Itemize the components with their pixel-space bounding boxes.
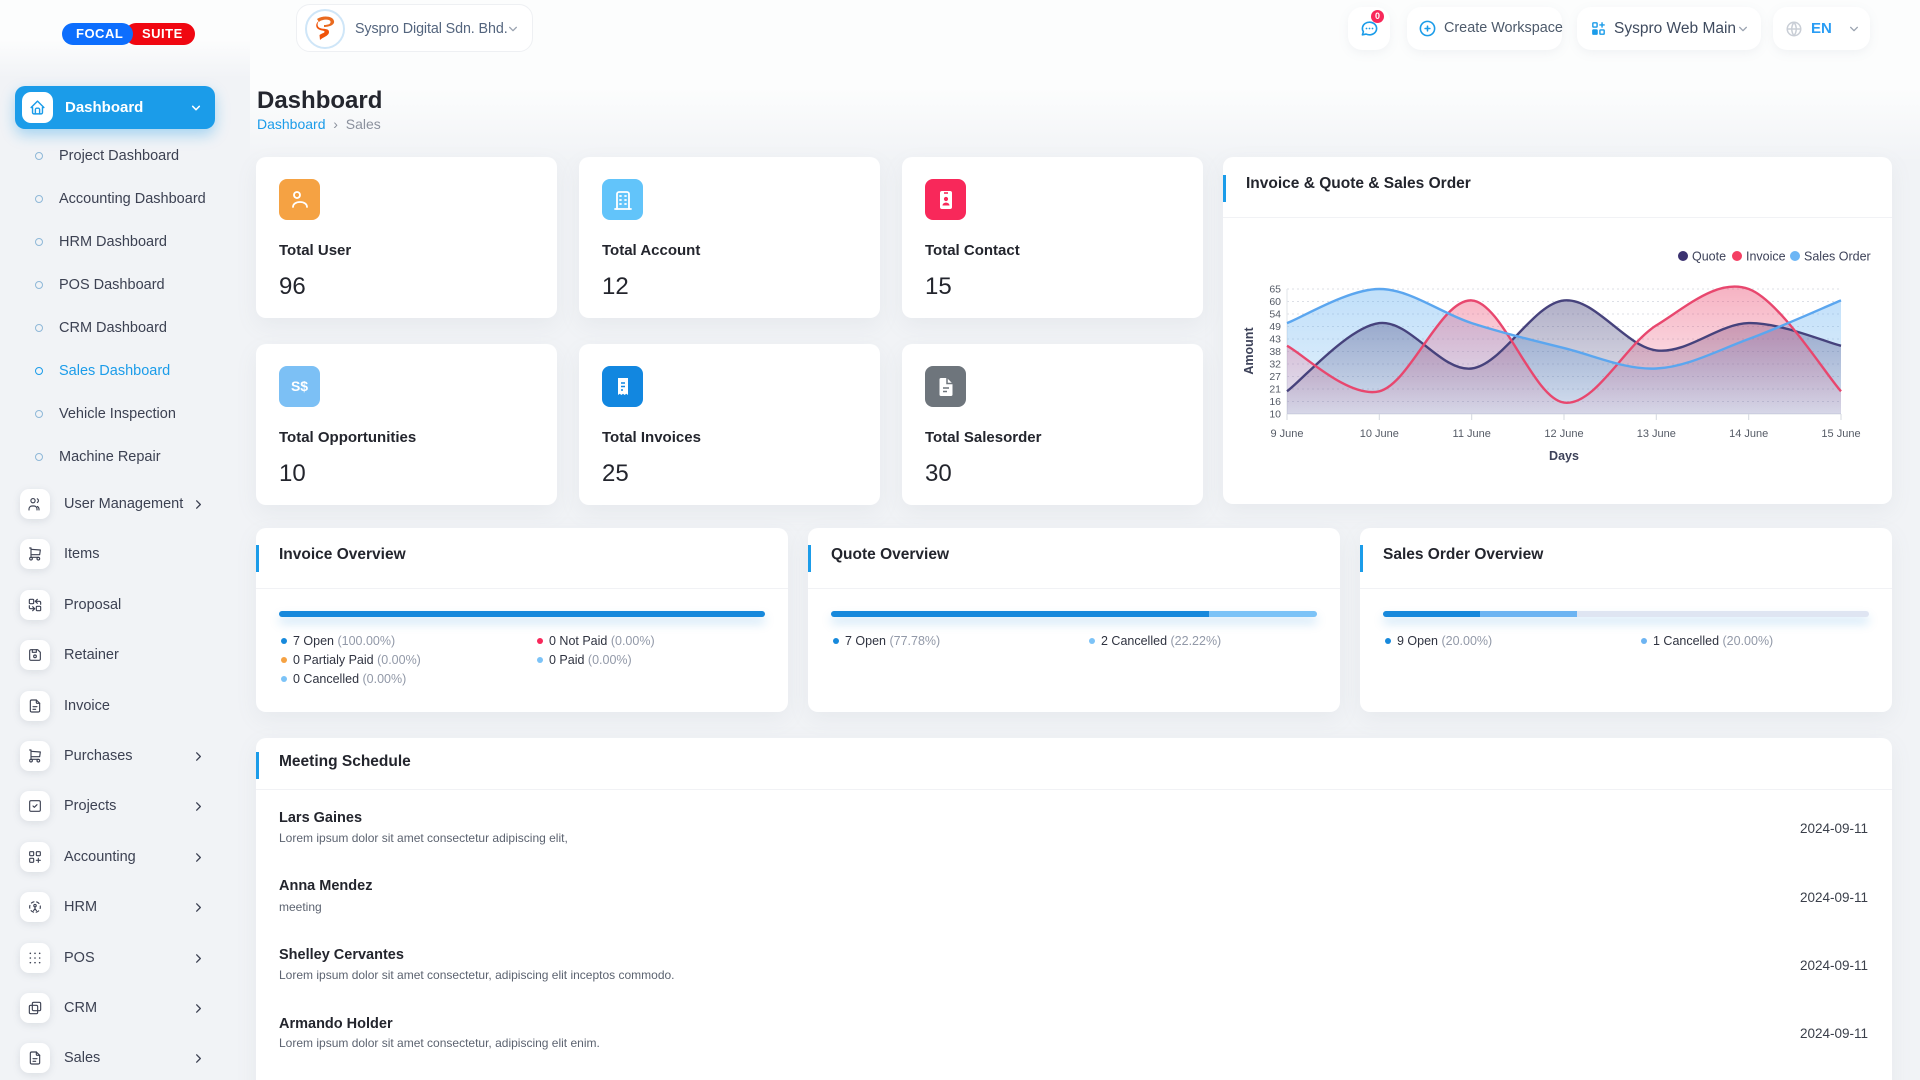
svg-text:10: 10 — [1269, 409, 1281, 421]
svg-text:Quote: Quote — [1692, 250, 1726, 264]
svg-text:13 June: 13 June — [1637, 428, 1676, 440]
svg-text:38: 38 — [1269, 346, 1281, 358]
svg-text:11 June: 11 June — [1453, 428, 1491, 440]
svg-text:15 June: 15 June — [1821, 428, 1860, 440]
svg-text:65: 65 — [1269, 284, 1281, 296]
svg-text:60: 60 — [1269, 296, 1281, 308]
svg-text:9 June: 9 June — [1270, 428, 1303, 440]
svg-text:21: 21 — [1269, 384, 1281, 396]
svg-text:10 June: 10 June — [1360, 428, 1399, 440]
svg-text:14 June: 14 June — [1729, 428, 1768, 440]
svg-text:32: 32 — [1269, 359, 1281, 371]
svg-text:Invoice: Invoice — [1746, 250, 1786, 264]
svg-text:43: 43 — [1269, 334, 1281, 346]
svg-text:16: 16 — [1269, 396, 1281, 408]
svg-text:49: 49 — [1269, 321, 1281, 333]
svg-text:27: 27 — [1269, 371, 1281, 383]
svg-text:54: 54 — [1269, 309, 1281, 321]
svg-text:12 June: 12 June — [1544, 428, 1583, 440]
svg-text:Amount: Amount — [1242, 327, 1256, 375]
svg-text:Days: Days — [1549, 449, 1579, 463]
svg-text:Sales Order: Sales Order — [1804, 250, 1871, 264]
